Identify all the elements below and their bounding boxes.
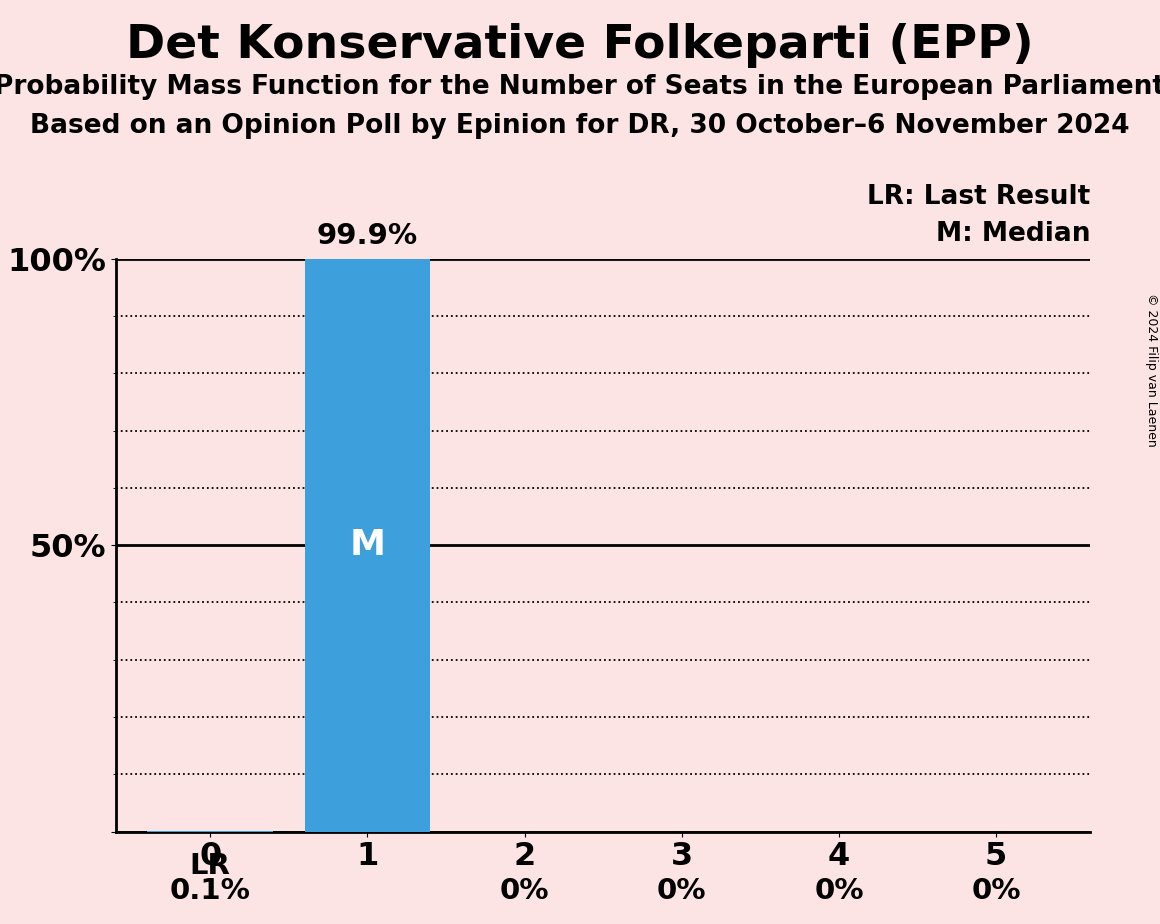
Text: LR: Last Result: LR: Last Result (868, 184, 1090, 211)
Text: Based on an Opinion Poll by Epinion for DR, 30 October–6 November 2024: Based on an Opinion Poll by Epinion for … (30, 113, 1130, 139)
Text: 0%: 0% (814, 878, 864, 906)
Text: 0%: 0% (971, 878, 1021, 906)
Text: 0%: 0% (500, 878, 550, 906)
Text: 0%: 0% (657, 878, 706, 906)
Text: Probability Mass Function for the Number of Seats in the European Parliament: Probability Mass Function for the Number… (0, 74, 1160, 100)
Text: 99.9%: 99.9% (317, 222, 418, 250)
Text: © 2024 Filip van Laenen: © 2024 Filip van Laenen (1145, 293, 1159, 446)
Text: M: M (349, 529, 385, 562)
Text: M: Median: M: Median (936, 222, 1090, 248)
Text: Det Konservative Folkeparti (EPP): Det Konservative Folkeparti (EPP) (126, 23, 1034, 68)
Text: LR: LR (190, 852, 231, 880)
Bar (305, 260, 430, 832)
Text: 0.1%: 0.1% (169, 878, 251, 906)
